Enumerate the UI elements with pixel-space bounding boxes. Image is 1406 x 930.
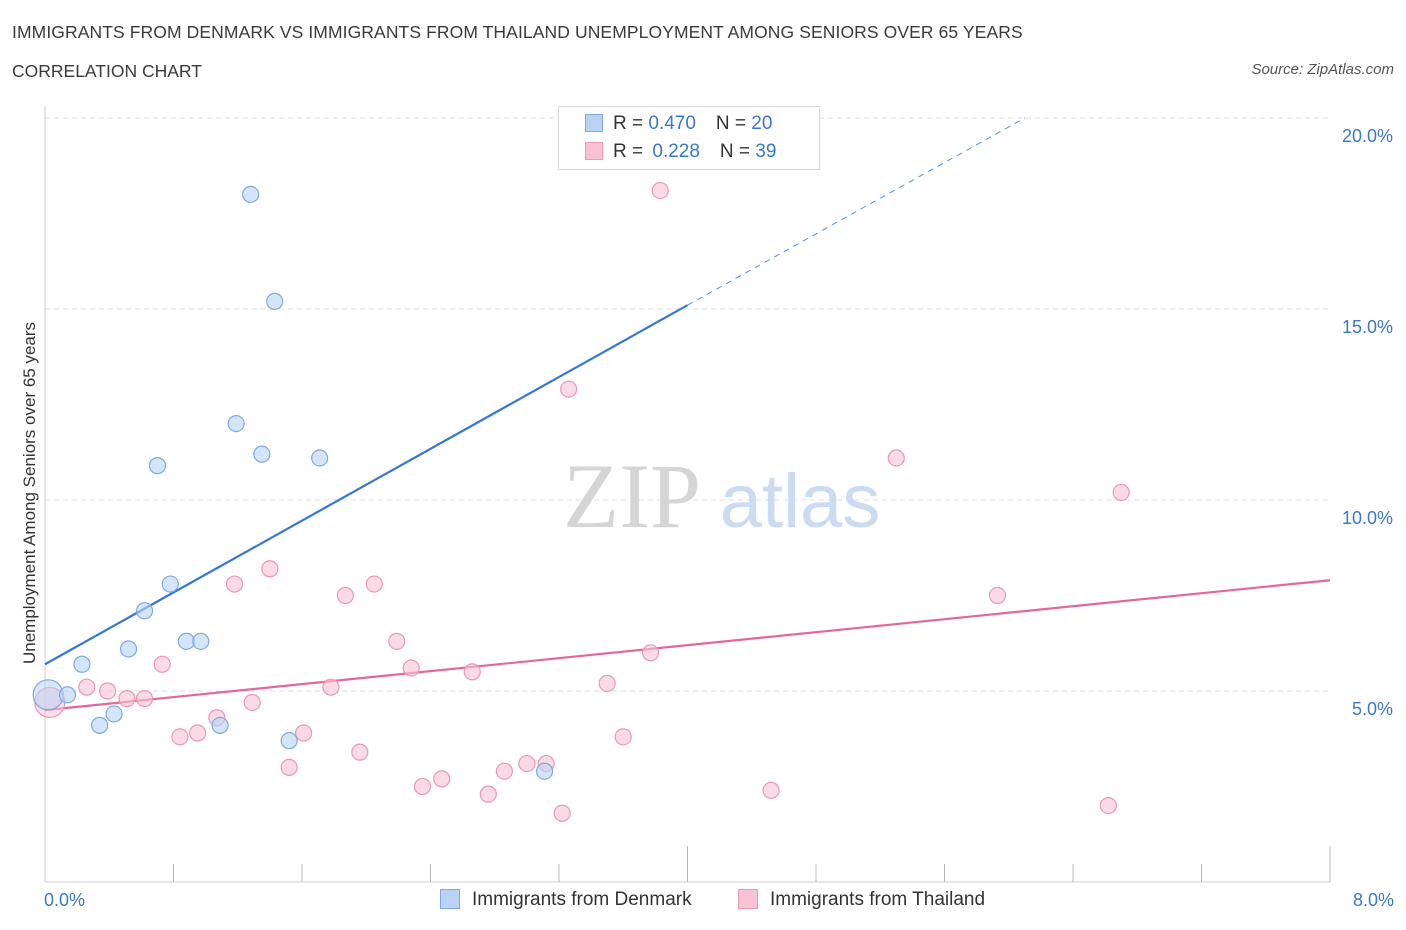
point-denmark-17 xyxy=(311,449,329,467)
point-thailand-33 xyxy=(762,781,780,799)
point-thailand-19 xyxy=(402,659,420,677)
x-tick-max: 8.0% xyxy=(1352,890,1394,910)
bottom-denmark-label: Immigrants from Denmark xyxy=(472,889,692,910)
thailand-n-label: N = xyxy=(719,141,756,162)
point-thailand-13 xyxy=(295,724,313,742)
point-denmark-9 xyxy=(177,632,195,650)
point-thailand-18 xyxy=(388,632,406,650)
point-thailand-23 xyxy=(479,785,497,803)
point-thailand-30 xyxy=(614,728,632,746)
chart-title: IMMIGRANTS FROM DENMARK VS IMMIGRANTS FR… xyxy=(12,22,1023,42)
trend-line-thailand xyxy=(44,579,1331,712)
point-thailand-5 xyxy=(153,655,171,673)
point-thailand-15 xyxy=(336,586,354,605)
point-thailand-3 xyxy=(118,690,136,708)
point-denmark-14 xyxy=(253,445,271,463)
point-denmark-4 xyxy=(105,705,123,723)
point-denmark-18 xyxy=(535,762,554,780)
source-credit: Source: ZipAtlas.com xyxy=(1251,61,1394,78)
trend-line-denmark-extension xyxy=(687,117,1026,306)
point-thailand-17 xyxy=(365,575,383,593)
thailand-r-value: 0.228 xyxy=(652,141,700,162)
grid-lines xyxy=(45,117,1330,692)
y-tick-10: 10.0% xyxy=(1342,508,1393,528)
thailand-r-label: R = xyxy=(613,141,649,162)
point-thailand-4 xyxy=(135,690,154,708)
point-thailand-27 xyxy=(553,804,571,822)
denmark-swatch xyxy=(585,114,603,132)
x-tick-min: 0.0% xyxy=(44,890,86,910)
denmark-n-value: 20 xyxy=(751,113,773,134)
point-thailand-21 xyxy=(433,770,451,788)
trend-lines xyxy=(44,117,1331,712)
thailand-swatch xyxy=(585,142,603,160)
bottom-denmark-swatch xyxy=(440,889,460,909)
legend-row-thailand: R = 0.228 N = 39 xyxy=(585,141,776,163)
point-thailand-37 xyxy=(1112,483,1130,501)
point-denmark-0 xyxy=(32,679,64,711)
bottom-thailand-swatch xyxy=(738,889,758,909)
point-thailand-10 xyxy=(243,693,261,712)
point-thailand-9 xyxy=(225,575,244,593)
point-denmark-12 xyxy=(227,415,245,433)
point-denmark-1 xyxy=(58,686,77,704)
bottom-legend-denmark: Immigrants from Denmark xyxy=(440,889,692,911)
point-denmark-5 xyxy=(119,640,138,658)
point-thailand-28 xyxy=(560,380,578,398)
point-denmark-2 xyxy=(73,655,91,673)
axes xyxy=(44,106,1331,883)
point-thailand-16 xyxy=(351,743,369,761)
point-thailand-2 xyxy=(99,682,117,700)
point-thailand-11 xyxy=(261,560,279,578)
point-thailand-35 xyxy=(988,586,1007,605)
data-points xyxy=(32,147,1130,822)
point-thailand-22 xyxy=(463,663,481,681)
point-thailand-1 xyxy=(78,678,96,696)
point-thailand-29 xyxy=(598,674,616,692)
y-tick-5: 5.0% xyxy=(1352,699,1393,719)
point-denmark-16 xyxy=(280,732,298,750)
watermark-atlas: atlas xyxy=(720,459,881,544)
y-tick-15: 15.0% xyxy=(1342,317,1393,337)
point-denmark-7 xyxy=(148,457,167,475)
point-thailand-20 xyxy=(413,777,432,796)
y-tick-labels: 5.0% 10.0% 15.0% 20.0% xyxy=(1342,126,1393,719)
point-thailand-7 xyxy=(188,724,207,742)
watermark-zip: ZIP xyxy=(563,445,701,547)
denmark-n-label: N = xyxy=(715,113,752,134)
denmark-r-value: 0.470 xyxy=(648,113,696,134)
point-thailand-14 xyxy=(322,678,340,696)
point-denmark-3 xyxy=(91,716,109,734)
point-denmark-6 xyxy=(135,602,154,620)
legend-row-denmark: R = 0.470 N = 20 xyxy=(585,113,772,135)
point-denmark-13 xyxy=(242,185,260,203)
point-denmark-10 xyxy=(192,632,210,650)
bottom-thailand-label: Immigrants from Thailand xyxy=(770,889,986,910)
point-thailand-34 xyxy=(887,449,905,467)
correlation-legend: R = 0.470 N = 20 R = 0.228 N = 39 xyxy=(558,106,820,170)
y-tick-20: 20.0% xyxy=(1342,126,1393,146)
y-axis-label: Unemployment Among Seniors over 65 years xyxy=(20,322,39,664)
point-denmark-8 xyxy=(161,575,179,593)
point-thailand-12 xyxy=(280,758,298,777)
point-thailand-36 xyxy=(1099,796,1117,815)
point-denmark-11 xyxy=(211,716,229,734)
denmark-r-label: R = xyxy=(613,113,649,134)
point-thailand-24 xyxy=(495,762,513,780)
point-thailand-32 xyxy=(651,181,669,200)
trend-line-denmark xyxy=(44,304,689,666)
point-thailand-31 xyxy=(641,644,660,662)
bottom-legend-thailand: Immigrants from Thailand xyxy=(738,889,985,911)
point-denmark-15 xyxy=(266,292,284,310)
chart-subtitle: CORRELATION CHART xyxy=(12,61,202,81)
thailand-n-value: 39 xyxy=(755,141,777,162)
point-thailand-6 xyxy=(171,728,189,746)
point-thailand-25 xyxy=(518,754,536,773)
